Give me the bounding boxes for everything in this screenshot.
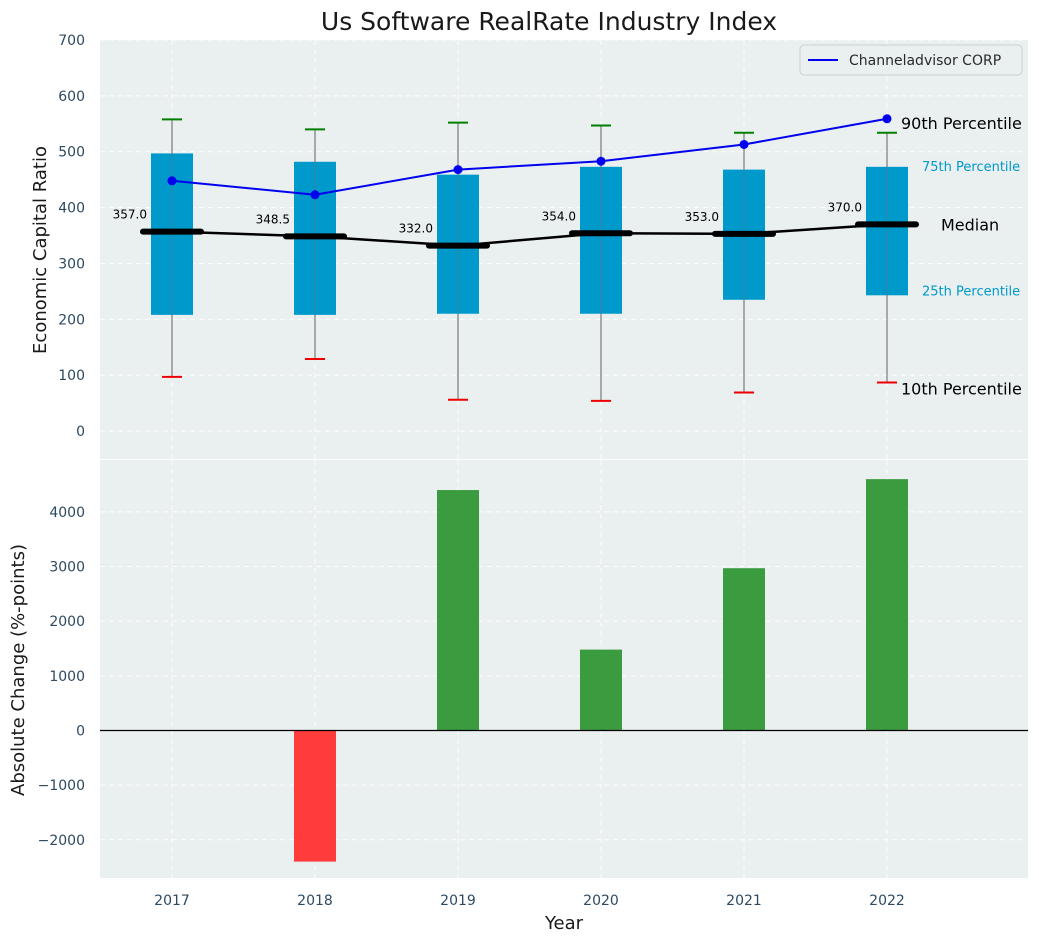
top-y-tick-label: 200 bbox=[58, 312, 85, 328]
bottom-y-tick-label: 0 bbox=[76, 723, 85, 739]
bottom-y-tick-label: 3000 bbox=[49, 560, 85, 576]
company-point bbox=[739, 139, 749, 149]
bottom-panel-marks bbox=[100, 479, 1028, 862]
p90-annotation: 90th Percentile bbox=[901, 114, 1022, 133]
legend-label: Channeladvisor CORP bbox=[849, 53, 1001, 69]
x-tick-label: 2018 bbox=[297, 893, 333, 909]
bottom-panel-y-ticks: −2000 −1000 0 1000 2000 3000 4000 bbox=[38, 505, 85, 849]
company-point bbox=[596, 156, 606, 166]
x-tick-label: 2022 bbox=[869, 893, 905, 909]
p75-annotation: 75th Percentile bbox=[922, 160, 1020, 175]
company-point bbox=[882, 114, 892, 124]
bottom-y-axis-label: Absolute Change (%-points) bbox=[8, 544, 29, 796]
median-value-label: 353.0 bbox=[685, 210, 719, 224]
x-tick-label: 2019 bbox=[440, 893, 476, 909]
p25-annotation: 25th Percentile bbox=[922, 284, 1020, 299]
median-value-label: 357.0 bbox=[113, 208, 147, 222]
x-axis-ticks: 2017 2018 2019 2020 2021 2022 bbox=[154, 893, 905, 909]
x-tick-label: 2020 bbox=[583, 893, 619, 909]
top-y-tick-label: 400 bbox=[58, 201, 85, 217]
change-bar bbox=[866, 479, 908, 731]
top-y-tick-label: 0 bbox=[76, 424, 85, 440]
p10-annotation: 10th Percentile bbox=[901, 379, 1022, 398]
bottom-y-tick-label: 4000 bbox=[49, 505, 85, 521]
top-y-tick-label: 300 bbox=[58, 256, 85, 272]
top-panel-y-ticks: 0 100 200 300 400 500 600 700 bbox=[58, 33, 85, 440]
bottom-y-tick-label: −1000 bbox=[38, 778, 85, 794]
top-y-axis-label: Economic Capital Ratio bbox=[30, 146, 51, 354]
median-annotation: Median bbox=[941, 215, 999, 234]
top-y-tick-label: 100 bbox=[58, 368, 85, 384]
company-point bbox=[167, 176, 177, 186]
bottom-y-tick-label: 1000 bbox=[49, 669, 85, 685]
company-point bbox=[310, 190, 320, 200]
x-tick-label: 2021 bbox=[726, 893, 762, 909]
median-value-label: 332.0 bbox=[399, 222, 433, 236]
company-line bbox=[171, 117, 888, 196]
bottom-y-tick-label: −2000 bbox=[38, 833, 85, 849]
change-bar bbox=[437, 490, 479, 731]
legend: Channeladvisor CORP bbox=[799, 44, 1023, 76]
company-point bbox=[453, 165, 463, 175]
change-bar bbox=[723, 568, 765, 731]
top-y-tick-label: 700 bbox=[58, 33, 85, 49]
bottom-y-tick-label: 2000 bbox=[49, 614, 85, 630]
x-tick-label: 2017 bbox=[154, 893, 190, 909]
top-panel-marks: 357.0 348.5 332.0 354.0 353.0 370.0 90th Perce… bbox=[113, 114, 1022, 402]
median-value-label: 370.0 bbox=[828, 200, 862, 214]
median-value-label: 354.0 bbox=[542, 209, 576, 223]
median-value-label: 348.5 bbox=[256, 212, 290, 226]
change-bar bbox=[294, 730, 336, 862]
chart-title: Us Software RealRate Industry Index bbox=[321, 7, 777, 36]
top-y-tick-label: 500 bbox=[58, 145, 85, 161]
top-y-tick-label: 600 bbox=[58, 89, 85, 105]
x-axis-label: Year bbox=[544, 913, 584, 934]
legend-box bbox=[799, 44, 1023, 76]
change-bar bbox=[580, 649, 622, 731]
